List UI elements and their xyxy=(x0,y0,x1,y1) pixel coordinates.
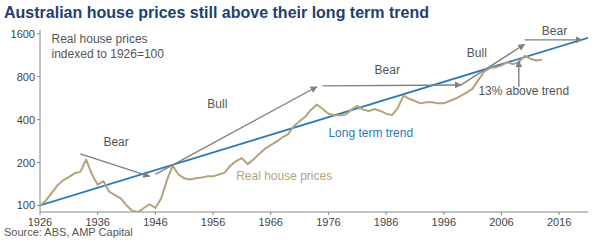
x-tick-label: 1966 xyxy=(258,216,282,228)
y-tick-label: 1600 xyxy=(11,28,35,40)
chart: Australian house prices still above thei… xyxy=(0,0,600,240)
x-tick-label: 1986 xyxy=(374,216,398,228)
x-tick xyxy=(213,212,214,215)
x-tick-label: 2016 xyxy=(547,216,571,228)
series-label: Real house prices xyxy=(236,169,332,183)
y-tick xyxy=(37,162,40,163)
x-tick-label: 1976 xyxy=(316,216,340,228)
annotation: 13% above trend xyxy=(478,84,569,98)
y-tick xyxy=(37,76,40,77)
annotation: Real house prices xyxy=(52,32,148,46)
annotation: Bear xyxy=(542,24,567,38)
annotation: Bull xyxy=(207,97,227,111)
x-tick-label: 1996 xyxy=(432,216,456,228)
title: Australian house prices still above thei… xyxy=(4,4,429,21)
x-tick xyxy=(501,212,502,215)
x-tick-label: 1956 xyxy=(201,216,225,228)
x-tick xyxy=(270,212,271,215)
annotation-arrow xyxy=(461,44,524,85)
x-tick xyxy=(443,212,444,215)
plot-area xyxy=(40,38,588,212)
annotation-arrow xyxy=(155,87,317,175)
x-tick xyxy=(386,212,387,215)
x-tick xyxy=(97,212,98,215)
x-tick-label: 2006 xyxy=(489,216,513,228)
annotation: Bull xyxy=(467,46,487,60)
x-tick xyxy=(155,212,156,215)
annotation-arrow xyxy=(525,39,583,40)
annotation: Bear xyxy=(375,63,400,77)
x-tick xyxy=(328,212,329,215)
y-tick-label: 200 xyxy=(17,157,35,169)
y-axis xyxy=(40,30,41,212)
annotation-arrow xyxy=(323,84,461,86)
y-tick xyxy=(37,205,40,206)
y-tick xyxy=(37,33,40,34)
y-tick-label: 100 xyxy=(17,199,35,211)
x-tick xyxy=(40,212,41,215)
source: Source: ABS, AMP Capital xyxy=(4,226,133,238)
y-tick xyxy=(37,119,40,120)
y-tick-label: 800 xyxy=(17,71,35,83)
annotation: Bear xyxy=(103,135,128,149)
y-tick-label: 400 xyxy=(17,114,35,126)
series-label: Long term trend xyxy=(328,126,413,140)
series-line xyxy=(40,56,542,212)
x-axis xyxy=(40,212,588,213)
x-tick xyxy=(559,212,560,215)
annotation-arrow xyxy=(80,154,149,176)
annotation: indexed to 1926=100 xyxy=(52,47,165,61)
x-tick-label: 1946 xyxy=(143,216,167,228)
